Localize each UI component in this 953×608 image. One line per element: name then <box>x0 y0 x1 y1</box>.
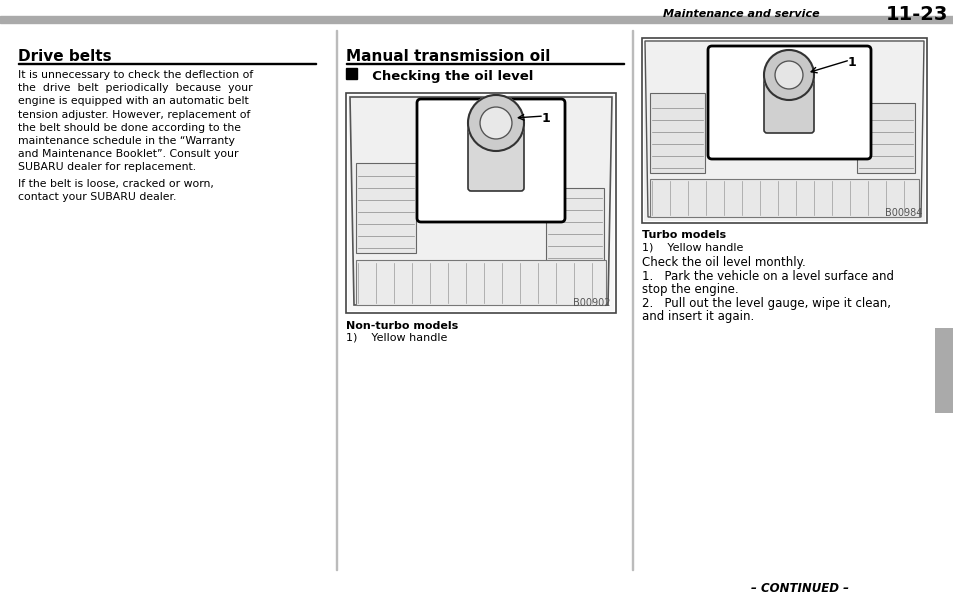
Text: B00984: B00984 <box>883 208 921 218</box>
Text: Manual transmission oil: Manual transmission oil <box>346 49 550 64</box>
Bar <box>346 68 356 79</box>
Bar <box>856 103 914 173</box>
Text: Drive belts: Drive belts <box>18 49 112 64</box>
Circle shape <box>763 50 813 100</box>
Text: It is unnecessary to check the deflection of: It is unnecessary to check the deflectio… <box>18 70 253 80</box>
Text: Turbo models: Turbo models <box>641 230 725 240</box>
Bar <box>346 63 623 64</box>
Text: Maintenance and service: Maintenance and service <box>662 9 820 19</box>
Text: 2.   Pull out the level gauge, wipe it clean,: 2. Pull out the level gauge, wipe it cle… <box>641 297 890 309</box>
Bar <box>335 30 336 570</box>
Text: Non-turbo models: Non-turbo models <box>346 321 457 331</box>
Text: 1)    Yellow handle: 1) Yellow handle <box>641 242 742 252</box>
Circle shape <box>479 107 512 139</box>
Bar <box>649 93 704 173</box>
Text: 1: 1 <box>846 55 856 69</box>
Text: contact your SUBARU dealer.: contact your SUBARU dealer. <box>18 192 176 202</box>
Text: If the belt is loose, cracked or worn,: If the belt is loose, cracked or worn, <box>18 179 213 188</box>
Bar <box>0 16 953 23</box>
FancyBboxPatch shape <box>763 77 813 133</box>
FancyBboxPatch shape <box>468 125 523 191</box>
Text: Checking the oil level: Checking the oil level <box>363 70 533 83</box>
Text: 1.   Park the vehicle on a level surface and: 1. Park the vehicle on a level surface a… <box>641 269 893 283</box>
Text: and Maintenance Booklet”. Consult your: and Maintenance Booklet”. Consult your <box>18 149 238 159</box>
Text: – CONTINUED –: – CONTINUED – <box>750 581 848 595</box>
FancyBboxPatch shape <box>416 99 564 222</box>
Text: the belt should be done according to the: the belt should be done according to the <box>18 123 241 133</box>
Text: tension adjuster. However, replacement of: tension adjuster. However, replacement o… <box>18 109 250 120</box>
Text: maintenance schedule in the “Warranty: maintenance schedule in the “Warranty <box>18 136 234 146</box>
Text: Check the oil level monthly.: Check the oil level monthly. <box>641 256 805 269</box>
Text: SUBARU dealer for replacement.: SUBARU dealer for replacement. <box>18 162 196 173</box>
Polygon shape <box>644 41 923 217</box>
Text: and insert it again.: and insert it again. <box>641 310 754 323</box>
Text: 1: 1 <box>541 111 550 125</box>
Bar <box>641 38 926 223</box>
Bar <box>631 30 633 570</box>
Text: the  drive  belt  periodically  because  your: the drive belt periodically because your <box>18 83 253 93</box>
Text: 1)    Yellow handle: 1) Yellow handle <box>346 333 447 343</box>
Text: 11-23: 11-23 <box>884 4 947 24</box>
FancyBboxPatch shape <box>707 46 870 159</box>
Bar <box>18 63 315 64</box>
Circle shape <box>468 95 523 151</box>
Bar <box>934 328 953 413</box>
Text: engine is equipped with an automatic belt: engine is equipped with an automatic bel… <box>18 97 249 106</box>
Text: B00902: B00902 <box>573 298 610 308</box>
Bar <box>649 179 918 217</box>
Bar <box>346 93 616 313</box>
Text: stop the engine.: stop the engine. <box>641 283 738 296</box>
Polygon shape <box>350 97 612 305</box>
Bar <box>355 163 416 253</box>
Bar <box>355 260 605 305</box>
Bar <box>348 95 614 311</box>
Circle shape <box>774 61 802 89</box>
Bar <box>545 188 603 263</box>
Bar <box>643 40 924 221</box>
